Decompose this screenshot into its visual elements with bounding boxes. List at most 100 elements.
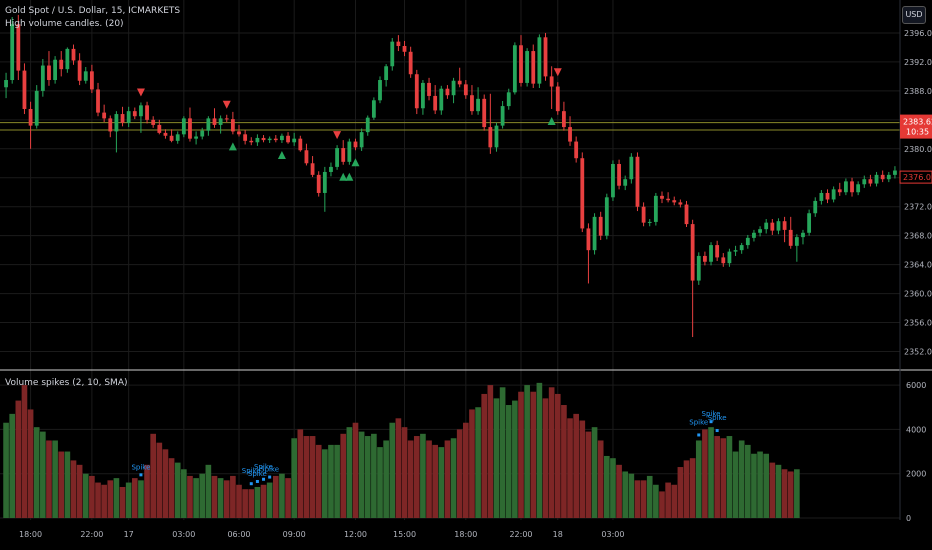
volume-bar	[542, 398, 549, 518]
volume-bar	[9, 413, 16, 518]
spike-marker	[139, 473, 143, 477]
candle-body	[862, 179, 867, 185]
candle-body	[629, 156, 634, 180]
volume-bar	[450, 438, 457, 518]
time-axis[interactable]: 18:00 22:00 17 03:00 06:00 09:00 12:00 15:00 18:…	[19, 530, 624, 539]
candle-body	[378, 80, 382, 101]
volume-bar	[119, 486, 126, 518]
volume-bar	[309, 436, 316, 518]
candle-body	[384, 66, 389, 81]
volume-axis[interactable]: 0 2000 4000 6000	[906, 381, 926, 523]
volume-bar	[671, 484, 678, 518]
currency-button[interactable]: USD	[902, 6, 926, 24]
volume-bar	[254, 486, 261, 518]
candle-body	[243, 134, 248, 141]
volume-bar	[285, 478, 291, 518]
time-tick-label: 03:00	[601, 530, 624, 539]
candle-body	[347, 141, 352, 162]
candle-body	[537, 37, 542, 84]
candle-body	[433, 95, 438, 111]
indicator-high-volume-candles[interactable]: High volume candles. (20)	[5, 19, 124, 29]
candle-body	[267, 138, 272, 141]
volume-bar	[530, 391, 537, 518]
volume-bar	[377, 447, 383, 518]
volume-bar	[107, 480, 114, 518]
candle-body	[562, 111, 566, 128]
candle-body	[653, 195, 658, 222]
candle-body	[709, 245, 713, 262]
volume-bar	[242, 489, 248, 518]
volume-bar	[567, 418, 573, 518]
candle-body	[801, 232, 805, 238]
volume-bar	[328, 444, 334, 518]
candle-body	[34, 90, 39, 126]
volume-tick-label: 2000	[906, 470, 926, 479]
symbol-title[interactable]: Gold Spot / U.S. Dollar, 15, ICMARKETS	[5, 6, 181, 16]
volume-bar	[248, 489, 255, 518]
volume-bar	[487, 385, 494, 518]
volume-bar	[518, 391, 524, 518]
price-axis[interactable]: 2352.00 2356.00 2360.00 2364.00 2368.00 2372.…	[904, 29, 932, 357]
candle-body	[745, 237, 750, 246]
candle-body	[494, 125, 499, 148]
price-tick-label: 2388.00	[904, 87, 932, 96]
indicator-volume-spikes[interactable]: Volume spikes (2, 10, SMA)	[5, 378, 128, 388]
volume-bar	[3, 422, 9, 518]
candle-body	[181, 118, 186, 135]
volume-bar	[217, 478, 224, 518]
volume-bar	[82, 473, 89, 518]
volume-bar	[438, 447, 445, 518]
volume-bar	[769, 462, 776, 518]
volume-bar	[40, 431, 46, 518]
candle-body	[145, 105, 149, 120]
candle-body	[604, 197, 609, 236]
candle-body	[310, 163, 315, 175]
volume-bar	[683, 460, 690, 518]
candle-body	[273, 138, 278, 141]
candle-body	[531, 51, 536, 84]
sell-signal-marker	[553, 68, 562, 77]
volume-bar	[340, 433, 347, 518]
volume-bar	[33, 427, 40, 518]
candle-body	[396, 41, 401, 46]
candle-body	[65, 48, 70, 70]
candle-body	[525, 51, 530, 83]
countdown-value: 10:35	[906, 128, 929, 137]
price-tick-label: 2364.00	[904, 261, 932, 270]
volume-bar	[426, 440, 432, 518]
volume-tick-label: 4000	[906, 425, 926, 434]
candle-body	[83, 71, 88, 81]
candle-body	[59, 59, 64, 70]
candle-body	[292, 138, 297, 143]
volume-bar	[610, 458, 616, 518]
time-tick-label: 22:00	[509, 530, 532, 539]
volume-bar	[181, 469, 187, 518]
volume-series	[3, 382, 800, 518]
candle-body	[666, 198, 671, 201]
candle-body	[402, 45, 407, 52]
volume-bar	[475, 407, 481, 518]
volume-bar	[383, 440, 389, 518]
volume-bar	[303, 436, 310, 518]
volume-bar	[413, 436, 420, 518]
spike-label: Spike	[248, 470, 267, 478]
volume-bar	[708, 427, 714, 518]
candle-body	[813, 200, 818, 214]
volume-bar	[554, 393, 561, 518]
spike-label: Spike	[708, 414, 727, 422]
candle-body	[868, 179, 873, 184]
time-tick-label: 12:00	[344, 530, 367, 539]
volume-bar	[395, 418, 402, 518]
candle-body	[623, 179, 628, 186]
candle-body	[10, 24, 15, 81]
candle-body	[151, 119, 156, 125]
volume-bar	[260, 484, 267, 518]
buy-signal-marker	[345, 172, 354, 181]
candle-body	[893, 170, 897, 175]
time-tick-label: 22:00	[80, 530, 103, 539]
volume-bar	[616, 464, 622, 518]
price-tick-label: 2352.00	[904, 348, 932, 357]
candle-body	[739, 245, 744, 251]
volume-bar	[52, 440, 58, 518]
